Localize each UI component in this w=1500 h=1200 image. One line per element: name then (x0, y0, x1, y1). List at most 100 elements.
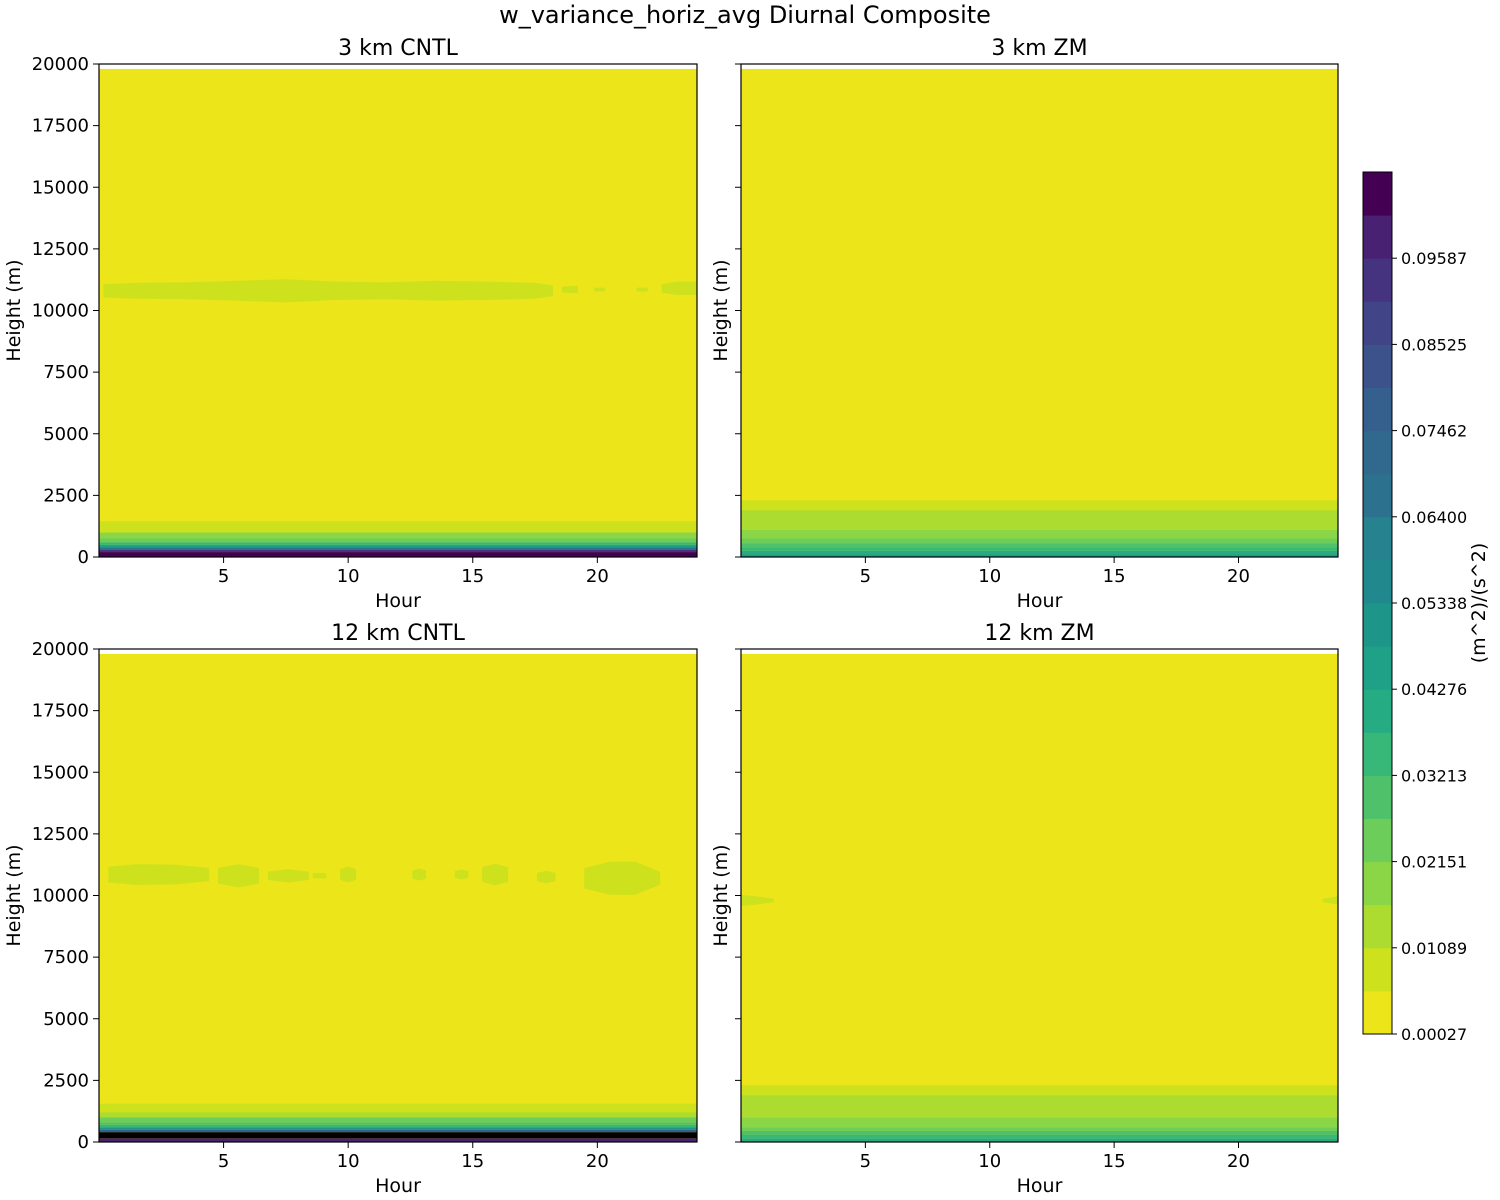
y-tick-label: 0 (78, 547, 89, 568)
y-tick-label: 15000 (32, 762, 89, 783)
contour-layer-2 (99, 1132, 697, 1139)
y-tick-label: 2500 (43, 485, 89, 506)
y-tick-label: 5000 (43, 1009, 89, 1030)
contour-field (741, 649, 1338, 1142)
contour-layer-1 (741, 1138, 1338, 1142)
contour-fill-background (741, 653, 1338, 1142)
contour-blob-7 (454, 869, 469, 880)
panel-4: 5 10 15 20 12 km ZM Hour Height (m) (710, 621, 1339, 1197)
contour-layer-7 (741, 510, 1338, 530)
contour-layer-5 (741, 538, 1338, 544)
colorbar-swatch (1363, 172, 1392, 216)
contour-layer-4 (741, 543, 1338, 548)
colorbar-swatch (1363, 344, 1392, 388)
contour-layer-1 (99, 552, 697, 557)
contour-field (741, 64, 1338, 557)
contour-layer-5 (99, 1124, 697, 1128)
contour-blob-5 (661, 281, 697, 295)
contour-blob-1 (108, 864, 210, 885)
panel-title: 3 km CNTL (338, 36, 458, 61)
y-tick-label: 7500 (43, 362, 89, 383)
contour-layer-3 (99, 1129, 697, 1133)
y-tick-label: 12500 (32, 824, 89, 845)
colorbar-swatch (1363, 904, 1392, 949)
contour-layer-7 (99, 1117, 697, 1123)
x-axis-label: Hour (1017, 590, 1063, 612)
contour-blob-2 (561, 285, 578, 294)
x-tick-label: 10 (978, 566, 1001, 587)
contour-layer-3 (99, 547, 697, 550)
colorbar-swatch (1363, 516, 1392, 561)
panel-title: 12 km CNTL (331, 621, 465, 646)
x-axis-label: Hour (375, 590, 421, 612)
y-axis-label: Height (m) (710, 259, 732, 361)
panel-1: 5 10 15 20 0 2500 5000 7500 10000 12500 15000 17500… (3, 36, 698, 612)
panel-3: 5 10 15 20 0 2500 5000 7500 10000 12500 15000 17500… (3, 621, 698, 1197)
colorbar-tick-label: 0.04276 (1401, 680, 1467, 699)
x-tick-label: 10 (337, 566, 360, 587)
x-axis-label: Hour (375, 1175, 421, 1197)
colorbar-swatch (1363, 258, 1392, 302)
figure-title: w_variance_horiz_avg Diurnal Composite (499, 1, 991, 29)
colorbar-swatch (1363, 818, 1392, 863)
contour-layer-4 (741, 1127, 1338, 1131)
contour-layer-6 (99, 538, 697, 543)
colorbar-swatch (1363, 387, 1392, 432)
contour-layer-1 (99, 1138, 697, 1142)
y-tick-label: 2500 (43, 1070, 89, 1091)
panel-2: 5 10 15 20 3 km ZM Hour Height (m) (710, 36, 1339, 612)
y-tick-label: 12500 (32, 239, 89, 260)
contour-blob-4 (636, 287, 648, 292)
contour-layer-6 (741, 1095, 1338, 1118)
contour-blob-3 (594, 287, 606, 292)
contour-layer-6 (99, 1122, 697, 1125)
contour-layer-8 (99, 521, 697, 533)
colorbar-swatch (1363, 990, 1392, 1035)
colorbar-tick-label: 0.02151 (1401, 853, 1467, 872)
y-tick-label: 10000 (32, 886, 89, 907)
contour-fill-background (99, 68, 697, 557)
colorbar-label: (m^2)/(s^2) (1468, 543, 1490, 663)
contour-blob-1 (741, 895, 774, 906)
x-tick-label: 5 (860, 1151, 871, 1172)
contour-layer-2 (741, 1134, 1338, 1139)
contour-blob-9 (537, 870, 556, 884)
x-axis-label: Hour (1017, 1175, 1063, 1197)
colorbar-tick-label: 0.00027 (1401, 1025, 1467, 1044)
x-tick-label: 10 (978, 1151, 1001, 1172)
contour-field (99, 649, 697, 1142)
contour-fill-background (99, 653, 697, 1142)
contour-blob-10 (584, 861, 661, 895)
contour-layer-3 (741, 1130, 1338, 1135)
contour-layer-4 (99, 1127, 697, 1130)
contour-layer-5 (99, 542, 697, 545)
colorbar-swatch (1363, 947, 1392, 992)
y-tick-label: 15000 (32, 177, 89, 198)
contour-blob-6 (412, 868, 426, 881)
contour-blob-5 (340, 866, 357, 883)
colorbar-tick-label: 0.05338 (1401, 594, 1467, 613)
colorbar-tick-label: 0.08525 (1401, 335, 1467, 354)
x-tick-label: 20 (1227, 566, 1250, 587)
colorbar-swatch (1363, 473, 1392, 518)
contour-layer-4 (99, 544, 697, 548)
panel-title: 3 km ZM (991, 36, 1087, 61)
y-tick-label: 0 (78, 1132, 89, 1153)
contour-layer-1 (741, 554, 1338, 557)
x-tick-label: 5 (860, 566, 871, 587)
x-tick-label: 5 (218, 1151, 229, 1172)
y-axis-label: Height (m) (710, 844, 732, 946)
colorbar: 0.00027 0.01089 0.02151 0.03213 0.04276 0.053… (1362, 171, 1490, 1044)
contour-layer-7 (741, 1085, 1338, 1096)
contour-layer-2 (99, 549, 697, 553)
y-tick-label: 20000 (32, 639, 89, 660)
colorbar-tick-label: 0.06400 (1401, 508, 1467, 527)
contour-layer-8 (741, 500, 1338, 511)
contour-layer-9 (99, 1103, 697, 1113)
x-tick-label: 15 (461, 1151, 484, 1172)
panel-title: 12 km ZM (984, 621, 1094, 646)
contour-layer-6 (741, 529, 1338, 539)
panels-group: 5 10 15 20 0 2500 5000 7500 10000 12500 15000 17500… (3, 36, 1339, 1197)
contour-blob-4 (312, 873, 327, 879)
